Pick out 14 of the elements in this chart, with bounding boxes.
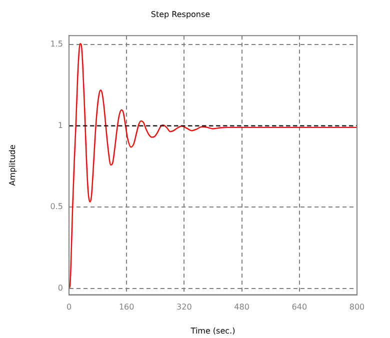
- y-tick-label: 1.5: [50, 40, 63, 49]
- y-axis-title: Amplitude: [8, 144, 17, 186]
- chart-title: Step Response: [150, 10, 210, 19]
- x-tick-label: 160: [118, 302, 134, 312]
- line-series: [69, 42, 357, 289]
- y-tick-label: 1: [58, 120, 63, 130]
- x-tick-label: 320: [176, 302, 192, 312]
- x-tick-label: 800: [349, 302, 365, 312]
- x-tick-label: 0: [66, 302, 72, 312]
- x-tick-label: 480: [234, 302, 250, 312]
- x-axis-title: Time (sec.): [190, 326, 236, 336]
- x-tick-label: 640: [292, 302, 308, 312]
- y-tick-label: 0.5: [50, 202, 63, 212]
- y-tick-label: 0: [58, 283, 63, 292]
